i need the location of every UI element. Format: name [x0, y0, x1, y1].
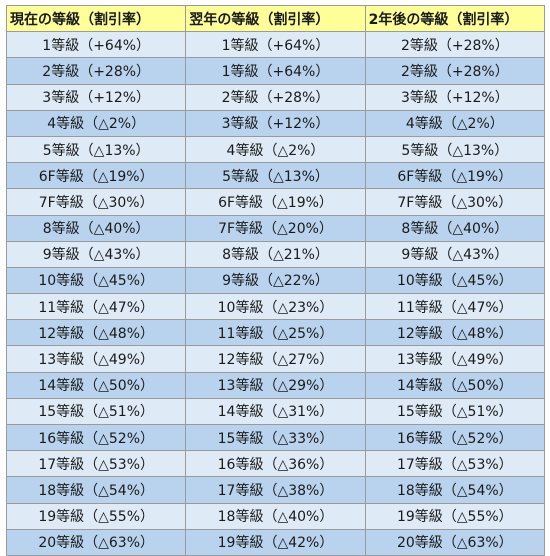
next-year-grade-cell: 14等級（△31%） [185, 397, 366, 426]
two-years-later-grade-cell: 17等級（△53%） [364, 450, 545, 478]
two-years-later-grade-cell: 6F等級（△19%） [364, 162, 545, 190]
current-grade-cell: 18等級（△54%） [5, 476, 187, 504]
current-grade-cell: 15等級（△51%） [5, 397, 187, 426]
two-years-later-grade-cell: 20等級（△63%） [364, 528, 545, 556]
table-row: 16等級（△52%） 15等級（△33%） 16等級（△52%） [5, 423, 545, 452]
two-years-later-grade-cell: 5等級（△13%） [364, 135, 545, 164]
table-row: 8等級（△40%） 7F等級（△20%） 8等級（△40%） [5, 214, 545, 242]
table-row: 5等級（△13%） 4等級（△2%） 5等級（△13%） [5, 135, 545, 164]
two-years-later-grade-cell: 14等級（△50%） [364, 371, 545, 399]
current-grade-cell: 7F等級（△30%） [5, 188, 187, 216]
two-years-later-grade-cell: 13等級（△49%） [364, 345, 545, 373]
next-year-grade-cell: 11等級（△25%） [185, 319, 366, 347]
next-year-grade-cell: 5等級（△13%） [185, 162, 366, 190]
current-grade-cell: 4等級（△2%） [5, 109, 187, 137]
header-current-grade: 現在の等級（割引率） [5, 4, 187, 33]
next-year-grade-cell: 18等級（△40%） [185, 502, 366, 530]
two-years-later-grade-cell: 7F等級（△30%） [364, 188, 545, 216]
grade-table: 現在の等級（割引率） 翌年の等級（割引率） 2年後の等級（割引率） 1等級（+6… [5, 4, 545, 556]
current-grade-cell: 9等級（△43%） [5, 240, 187, 268]
current-grade-cell: 20等級（△63%） [5, 528, 187, 556]
table-row: 15等級（△51%） 14等級（△31%） 15等級（△51%） [5, 397, 545, 426]
two-years-later-grade-cell: 15等級（△51%） [364, 397, 545, 426]
table-body: 1等級（+64%） 1等級（+64%） 2等級（+28%） 2等級（+28%） 1等級（… [5, 31, 545, 556]
current-grade-cell: 2等級（+28%） [5, 57, 187, 85]
two-years-later-grade-cell: 3等級（+12%） [364, 83, 545, 111]
two-years-later-grade-cell: 2等級（+28%） [364, 31, 545, 59]
next-year-grade-cell: 17等級（△38%） [185, 476, 366, 504]
two-years-later-grade-cell: 8等級（△40%） [364, 214, 545, 242]
table-row: 6F等級（△19%） 5等級（△13%） 6F等級（△19%） [5, 162, 545, 190]
current-grade-cell: 8等級（△40%） [5, 214, 187, 242]
header-row: 現在の等級（割引率） 翌年の等級（割引率） 2年後の等級（割引率） [5, 4, 545, 33]
next-year-grade-cell: 12等級（△27%） [185, 345, 366, 373]
current-grade-cell: 1等級（+64%） [5, 31, 187, 59]
header-two-years-later-grade: 2年後の等級（割引率） [364, 4, 545, 33]
current-grade-cell: 3等級（+12%） [5, 83, 187, 111]
table-row: 9等級（△43%） 8等級（△21%） 9等級（△43%） [5, 240, 545, 268]
two-years-later-grade-cell: 2等級（+28%） [364, 57, 545, 85]
header-next-year-grade: 翌年の等級（割引率） [185, 4, 366, 33]
next-year-grade-cell: 10等級（△23%） [185, 293, 366, 321]
two-years-later-grade-cell: 16等級（△52%） [364, 423, 545, 452]
next-year-grade-cell: 9等級（△22%） [185, 266, 366, 295]
table-row: 10等級（△45%） 9等級（△22%） 10等級（△45%） [5, 266, 545, 295]
table-row: 12等級（△48%） 11等級（△25%） 12等級（△48%） [5, 319, 545, 347]
next-year-grade-cell: 7F等級（△20%） [185, 214, 366, 242]
two-years-later-grade-cell: 4等級（△2%） [364, 109, 545, 137]
next-year-grade-cell: 6F等級（△19%） [185, 188, 366, 216]
table-row: 11等級（△47%） 10等級（△23%） 11等級（△47%） [5, 293, 545, 321]
current-grade-cell: 11等級（△47%） [5, 293, 187, 321]
table-row: 17等級（△53%） 16等級（△36%） 17等級（△53%） [5, 450, 545, 478]
current-grade-cell: 12等級（△48%） [5, 319, 187, 347]
table-row: 18等級（△54%） 17等級（△38%） 18等級（△54%） [5, 476, 545, 504]
table-row: 1等級（+64%） 1等級（+64%） 2等級（+28%） [5, 31, 545, 59]
two-years-later-grade-cell: 18等級（△54%） [364, 476, 545, 504]
current-grade-cell: 6F等級（△19%） [5, 162, 187, 190]
two-years-later-grade-cell: 12等級（△48%） [364, 319, 545, 347]
table-row: 13等級（△49%） 12等級（△27%） 13等級（△49%） [5, 345, 545, 373]
next-year-grade-cell: 16等級（△36%） [185, 450, 366, 478]
next-year-grade-cell: 3等級（+12%） [185, 109, 366, 137]
two-years-later-grade-cell: 11等級（△47%） [364, 293, 545, 321]
two-years-later-grade-cell: 9等級（△43%） [364, 240, 545, 268]
current-grade-cell: 16等級（△52%） [5, 423, 187, 452]
next-year-grade-cell: 19等級（△42%） [185, 528, 366, 556]
current-grade-cell: 5等級（△13%） [5, 135, 187, 164]
next-year-grade-cell: 2等級（+28%） [185, 83, 366, 111]
next-year-grade-cell: 15等級（△33%） [185, 423, 366, 452]
current-grade-cell: 13等級（△49%） [5, 345, 187, 373]
current-grade-cell: 19等級（△55%） [5, 502, 187, 530]
two-years-later-grade-cell: 19等級（△55%） [364, 502, 545, 530]
current-grade-cell: 17等級（△53%） [5, 450, 187, 478]
next-year-grade-cell: 1等級（+64%） [185, 31, 366, 59]
current-grade-cell: 10等級（△45%） [5, 266, 187, 295]
two-years-later-grade-cell: 10等級（△45%） [364, 266, 545, 295]
table-row: 19等級（△55%） 18等級（△40%） 19等級（△55%） [5, 502, 545, 530]
table-row: 4等級（△2%） 3等級（+12%） 4等級（△2%） [5, 109, 545, 137]
current-grade-cell: 14等級（△50%） [5, 371, 187, 399]
next-year-grade-cell: 4等級（△2%） [185, 135, 366, 164]
table-row: 14等級（△50%） 13等級（△29%） 14等級（△50%） [5, 371, 545, 399]
next-year-grade-cell: 8等級（△21%） [185, 240, 366, 268]
next-year-grade-cell: 1等級（+64%） [185, 57, 366, 85]
next-year-grade-cell: 13等級（△29%） [185, 371, 366, 399]
table-row: 20等級（△63%） 19等級（△42%） 20等級（△63%） [5, 528, 545, 556]
table-row: 7F等級（△30%） 6F等級（△19%） 7F等級（△30%） [5, 188, 545, 216]
table-row: 2等級（+28%） 1等級（+64%） 2等級（+28%） [5, 57, 545, 85]
table-row: 3等級（+12%） 2等級（+28%） 3等級（+12%） [5, 83, 545, 111]
